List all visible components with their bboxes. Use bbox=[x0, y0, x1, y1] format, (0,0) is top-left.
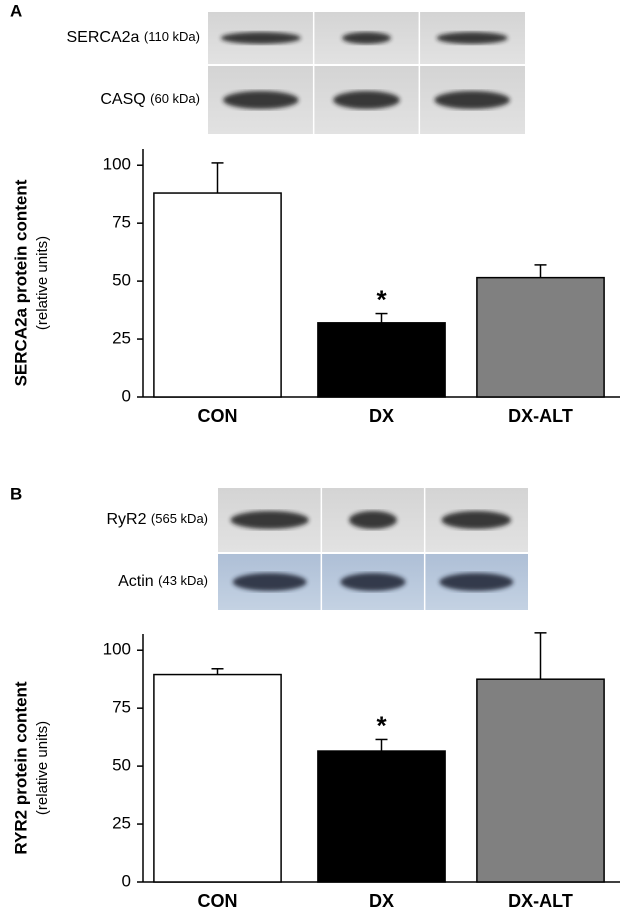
blot-band bbox=[441, 511, 512, 529]
blot-label: RyR2 (565 kDa) bbox=[106, 511, 208, 528]
y-tick-label: 75 bbox=[112, 213, 131, 232]
bar bbox=[476, 678, 605, 883]
blot-size: (60 kDa) bbox=[150, 91, 200, 106]
blot-band bbox=[349, 511, 397, 529]
y-tick-label: 75 bbox=[112, 698, 131, 717]
y-tick-label: 0 bbox=[122, 386, 131, 405]
blot-name: RyR2 bbox=[106, 511, 146, 528]
bar bbox=[317, 750, 446, 883]
blot-band bbox=[342, 32, 391, 44]
blot-band bbox=[333, 91, 400, 109]
panel-label: A bbox=[10, 1, 22, 20]
blot-band bbox=[434, 91, 510, 109]
bar bbox=[153, 192, 282, 398]
y-axis-label: SERCA2a protein content bbox=[11, 179, 30, 386]
x-tick-label: DX-ALT bbox=[508, 406, 573, 426]
blot-band bbox=[439, 573, 514, 591]
blot-label: Actin (43 kDa) bbox=[118, 573, 208, 590]
blot-band bbox=[232, 573, 307, 591]
x-tick-label: CON bbox=[198, 891, 238, 911]
blot-band bbox=[436, 32, 508, 44]
y-axis-label: RYR2 protein content bbox=[11, 681, 30, 854]
y-tick-label: 25 bbox=[112, 814, 131, 833]
bar bbox=[317, 322, 446, 398]
blot-band bbox=[340, 573, 406, 591]
significance-mark: * bbox=[376, 710, 387, 740]
blot-name: SERCA2a bbox=[67, 29, 140, 46]
blot-label: CASQ (60 kDa) bbox=[100, 91, 200, 108]
y-tick-label: 100 bbox=[103, 155, 131, 174]
x-tick-label: CON bbox=[198, 406, 238, 426]
bar bbox=[153, 673, 282, 883]
y-axis-sublabel: (relative units) bbox=[34, 236, 51, 330]
blot-size: (43 kDa) bbox=[158, 573, 208, 588]
blot-name: Actin bbox=[118, 573, 154, 590]
significance-mark: * bbox=[376, 284, 387, 314]
bar bbox=[476, 276, 605, 398]
blot-band bbox=[223, 91, 299, 109]
blot-label: SERCA2a (110 kDa) bbox=[67, 29, 201, 46]
y-tick-label: 50 bbox=[112, 756, 131, 775]
blot-band bbox=[230, 511, 309, 529]
y-tick-label: 0 bbox=[122, 871, 131, 890]
y-tick-label: 25 bbox=[112, 329, 131, 348]
x-tick-label: DX bbox=[369, 891, 394, 911]
blot-name: CASQ bbox=[100, 91, 145, 108]
x-tick-label: DX-ALT bbox=[508, 891, 573, 911]
panel-label: B bbox=[10, 484, 22, 503]
blot-size: (565 kDa) bbox=[151, 511, 208, 526]
blot-size: (110 kDa) bbox=[144, 29, 200, 44]
blot-band bbox=[220, 32, 301, 44]
x-tick-label: DX bbox=[369, 406, 394, 426]
y-tick-label: 100 bbox=[103, 640, 131, 659]
y-axis-sublabel: (relative units) bbox=[34, 721, 51, 815]
y-tick-label: 50 bbox=[112, 271, 131, 290]
